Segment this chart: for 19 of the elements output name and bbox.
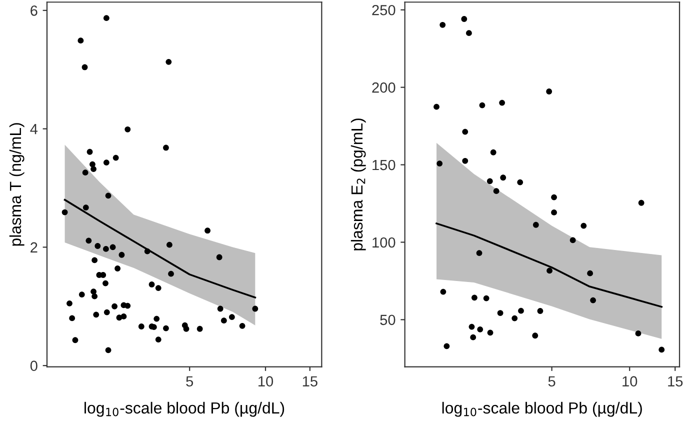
x-tick-label: 10 — [258, 376, 274, 386]
y-tick-label: 100 — [372, 237, 396, 248]
y-tick-label: 6 — [30, 6, 38, 16]
x-tick-label: 5 — [186, 376, 194, 386]
x-axis-title: log$_{10}$-scale blood Pb (µg/dL) — [442, 402, 642, 417]
x-axis-title: log$_{10}$-scale blood Pb (µg/dL) — [84, 402, 284, 417]
x-tick-label: 10 — [622, 376, 638, 386]
y-tick-label: 4 — [30, 124, 38, 134]
y-tick-label: 2 — [30, 242, 38, 252]
x-tick-label: 5 — [548, 376, 556, 386]
y-tick-label: 250 — [372, 4, 396, 16]
x-tick-label: 15 — [302, 376, 318, 386]
y-tick-label: 200 — [372, 82, 396, 93]
y-tick-label: 0 — [30, 360, 38, 372]
x-tick-label: 15 — [668, 376, 683, 386]
y-tick-label: 150 — [372, 160, 396, 170]
y-tick-label: 50 — [380, 314, 396, 326]
y-axis-title: plasma T (ng/mL) — [9, 123, 24, 246]
y-axis-title: plasma E$_{2}$ (pg/mL) — [350, 118, 366, 250]
